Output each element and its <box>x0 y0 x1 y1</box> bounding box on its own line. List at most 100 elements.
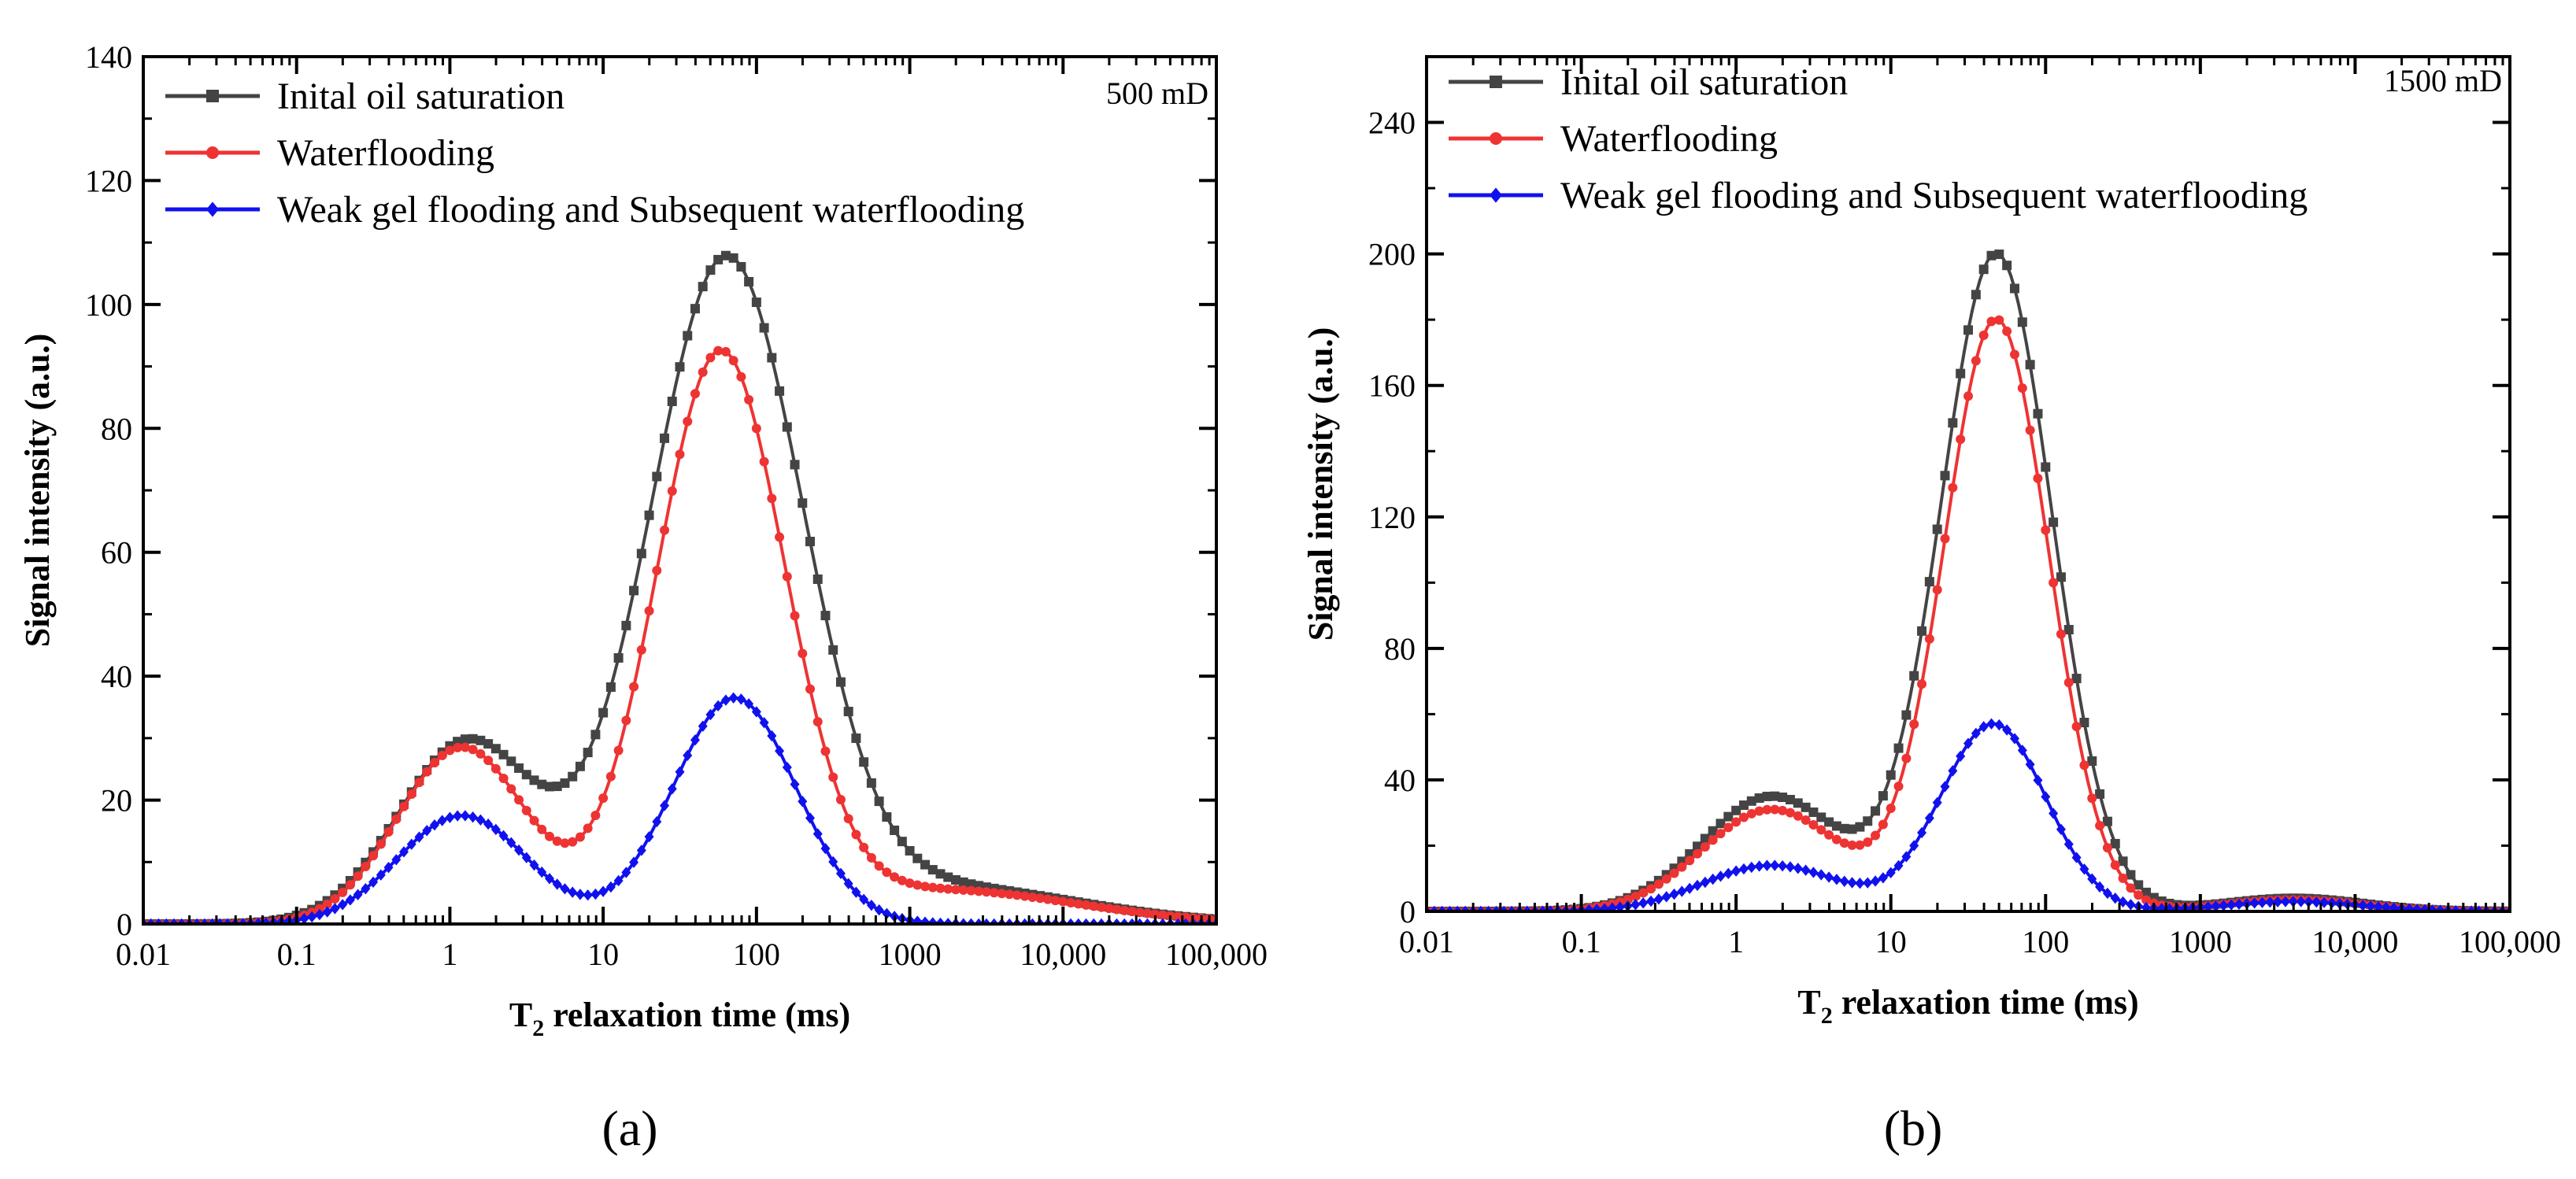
data-point <box>2071 722 2082 732</box>
data-point <box>874 796 884 807</box>
data-point <box>361 861 371 871</box>
data-point <box>376 869 386 881</box>
data-point <box>882 907 892 919</box>
data-point <box>782 761 792 774</box>
data-point <box>1878 872 1888 884</box>
data-point <box>660 433 670 443</box>
data-point <box>690 734 700 746</box>
x-tick-label: 100,000 <box>1165 937 1268 972</box>
data-point <box>1020 891 1030 901</box>
data-point <box>575 889 585 900</box>
y-tick-label: 200 <box>1368 237 1416 272</box>
data-point <box>1785 794 1795 804</box>
data-point <box>805 537 816 547</box>
data-point <box>330 894 340 904</box>
data-point <box>1893 782 1904 792</box>
y-tick-label: 100 <box>85 287 132 323</box>
data-point <box>2118 896 2128 908</box>
y-tick-label: 40 <box>1384 763 1416 798</box>
data-point <box>2009 733 2019 745</box>
data-point <box>683 416 693 427</box>
data-point <box>667 486 677 496</box>
data-point <box>1762 791 1772 801</box>
data-point <box>1909 840 1919 852</box>
data-point <box>490 823 501 836</box>
data-point <box>1878 791 1888 801</box>
data-point <box>1693 879 1702 892</box>
data-point <box>1855 878 1865 889</box>
legend: Inital oil saturation Waterflooding Weak g… <box>165 76 1024 231</box>
data-point <box>2366 900 2376 911</box>
data-point <box>905 845 915 856</box>
data-point <box>1839 838 1849 848</box>
data-point <box>759 323 769 333</box>
data-point <box>1986 316 1997 327</box>
data-point <box>1793 811 1803 821</box>
data-point <box>1700 842 1710 852</box>
data-point <box>1638 897 1649 909</box>
data-point <box>759 456 769 467</box>
data-point <box>2381 901 2391 911</box>
data-point <box>621 867 631 878</box>
data-point <box>1831 834 1841 845</box>
data-point <box>437 750 447 760</box>
data-point <box>2002 724 2012 736</box>
data-point <box>1715 870 1726 882</box>
data-point <box>422 825 432 837</box>
data-point <box>1978 264 1989 275</box>
data-point <box>2219 900 2229 911</box>
data-point <box>1746 796 1756 806</box>
data-point <box>782 422 792 432</box>
data-point <box>698 367 708 377</box>
data-point <box>713 700 724 712</box>
data-point <box>605 881 616 893</box>
data-point <box>613 874 624 887</box>
legend-item: Weak gel flooding and Subsequent waterfl… <box>165 189 1024 231</box>
data-point <box>361 882 371 895</box>
data-point <box>1994 315 2004 325</box>
data-point <box>1909 671 1919 681</box>
data-point <box>698 720 708 732</box>
data-point <box>1971 290 1981 300</box>
data-point <box>1630 899 1641 911</box>
data-point <box>1738 863 1749 875</box>
data-point <box>406 838 416 850</box>
data-point <box>851 830 861 840</box>
data-point <box>705 265 716 275</box>
data-point <box>338 887 348 897</box>
data-point <box>2257 896 2267 908</box>
data-point <box>1754 806 1764 816</box>
data-point <box>1956 368 1966 379</box>
y-tick-label: 0 <box>117 907 132 942</box>
data-point <box>575 832 585 842</box>
data-point <box>2311 896 2322 908</box>
data-point <box>1607 902 1617 911</box>
data-point <box>820 611 831 621</box>
data-point <box>2211 900 2221 911</box>
data-point <box>544 873 554 885</box>
data-point <box>445 745 455 756</box>
data-point <box>2435 904 2445 911</box>
data-point <box>1785 861 1795 873</box>
data-point <box>744 276 754 286</box>
data-point <box>1808 807 1819 817</box>
legend-item: Inital oil saturation <box>165 76 564 117</box>
data-point <box>1770 791 1780 801</box>
data-point <box>775 745 785 757</box>
data-point <box>299 912 309 924</box>
data-point <box>529 775 539 785</box>
data-point <box>383 826 394 837</box>
data-point <box>521 805 531 815</box>
data-point <box>414 831 424 843</box>
data-point <box>506 756 516 767</box>
data-point <box>476 814 486 826</box>
panel-label: (b) <box>1884 1100 1943 1156</box>
data-point <box>598 885 609 897</box>
data-point <box>1801 864 1811 876</box>
data-point <box>2118 856 2128 867</box>
data-point <box>414 778 424 788</box>
data-point <box>897 875 907 885</box>
data-point <box>966 879 976 889</box>
data-point <box>660 800 670 811</box>
data-point <box>1661 891 1671 903</box>
